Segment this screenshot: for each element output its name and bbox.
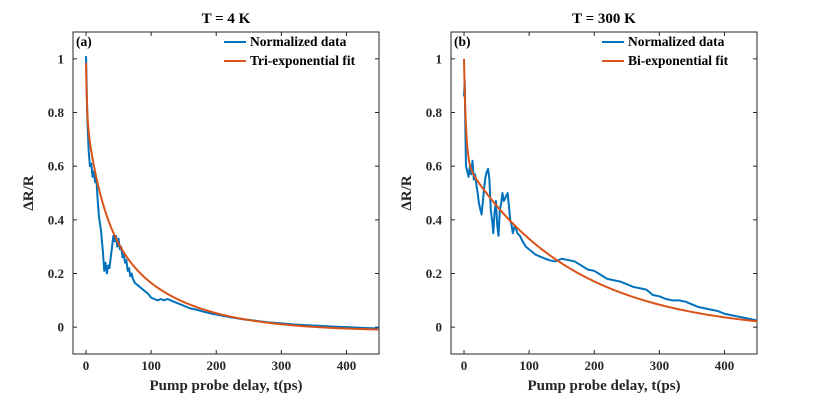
series-line-normalized-data [85, 56, 379, 330]
x-axis-label: Pump probe delay, t(ps) [149, 378, 302, 394]
y-tick-label: 1 [58, 51, 65, 66]
x-tick-label: 400 [337, 358, 357, 373]
chart-title: T = 300 K [572, 11, 636, 27]
chart-title: T = 4 K [202, 11, 251, 27]
y-tick-label: 0.4 [426, 212, 443, 227]
y-tick-label: 0.8 [48, 105, 65, 120]
panel-label: (a) [76, 34, 92, 49]
legend-entry: Bi-exponential fit [628, 53, 729, 68]
y-tick-label: 0.8 [426, 105, 443, 120]
legend: Normalized data Bi-exponential fit [602, 34, 729, 68]
y-tick-label: 0.4 [48, 212, 65, 227]
x-tick-label: 200 [584, 358, 604, 373]
x-tick-label: 0 [83, 358, 90, 373]
legend-entry: Normalized data [628, 34, 725, 49]
x-tick-label: 400 [715, 358, 735, 373]
x-tick-label: 300 [272, 358, 292, 373]
y-tick-label: 0 [436, 320, 443, 335]
y-tick-label: 0.6 [48, 159, 65, 174]
axes-box [72, 31, 380, 355]
y-tick-label: 0.6 [426, 159, 443, 174]
y-axis-label: ΔR/R [21, 175, 37, 210]
x-tick-label: 200 [206, 358, 226, 373]
legend-entry: Normalized data [250, 34, 347, 49]
y-tick-label: 0.2 [426, 266, 442, 281]
x-tick-label: 0 [461, 358, 468, 373]
panel-a: 0 100 200 300 400 0 0.2 0.4 0.6 0.8 1 T = 4 K Pump p… [21, 11, 380, 394]
axes-box [450, 31, 758, 355]
x-axis-label: Pump probe delay, t(ps) [527, 378, 680, 394]
x-tick-label: 100 [519, 358, 539, 373]
series-line-fit [463, 58, 757, 323]
y-tick-label: 0.2 [48, 266, 64, 281]
panel-b: 0 100 200 300 400 0 0.2 0.4 0.6 0.8 1 T = 300 K Pump… [399, 11, 758, 394]
y-axis-label: ΔR/R [399, 175, 415, 210]
series-line-fit [85, 62, 379, 331]
legend: Normalized data Tri-exponential fit [224, 34, 356, 68]
panel-label: (b) [454, 34, 471, 49]
series-line-normalized-data [463, 79, 757, 322]
x-tick-label: 300 [650, 358, 670, 373]
x-tick-label: 100 [141, 358, 161, 373]
y-tick-label: 1 [436, 51, 443, 66]
legend-entry: Tri-exponential fit [250, 53, 356, 68]
y-tick-label: 0 [58, 320, 65, 335]
